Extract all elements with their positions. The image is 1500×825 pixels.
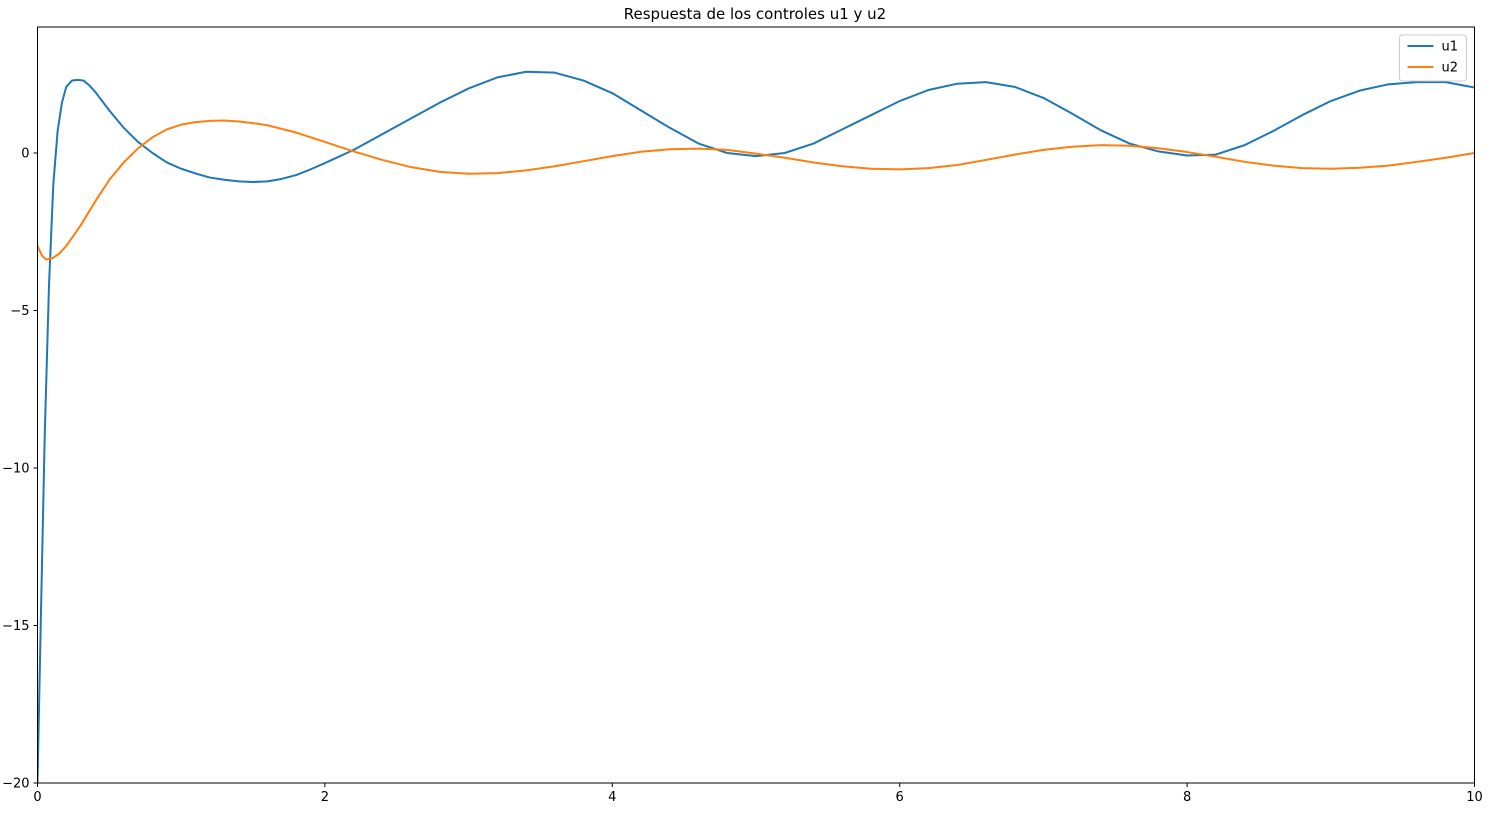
x-tick-label: 2 <box>321 790 329 805</box>
x-tick-label: 8 <box>1183 790 1191 805</box>
legend-label-u2: u2 <box>1442 61 1459 76</box>
y-tick-label: −15 <box>2 619 29 634</box>
x-tick-label: 10 <box>1466 790 1483 805</box>
plot-area <box>37 70 1475 783</box>
y-tick-label: −20 <box>2 777 29 792</box>
series-line-u1 <box>37 70 1475 783</box>
y-tick-label: −5 <box>10 304 29 319</box>
axes: 0 2 4 6 8 10 −20 −15 −10 −5 0 <box>2 26 1483 805</box>
chart-title: Respuesta de los controles u1 y u2 <box>624 5 886 23</box>
series-line-u2 <box>37 119 1475 261</box>
axes-frame <box>37 26 1475 784</box>
y-tick-label: 0 <box>21 147 29 162</box>
x-tick-label: 6 <box>896 790 904 805</box>
x-tick-label: 4 <box>608 790 616 805</box>
legend-label-u1: u1 <box>1442 40 1459 55</box>
x-tick-label: 0 <box>33 790 41 805</box>
y-tick-label: −10 <box>2 462 29 477</box>
